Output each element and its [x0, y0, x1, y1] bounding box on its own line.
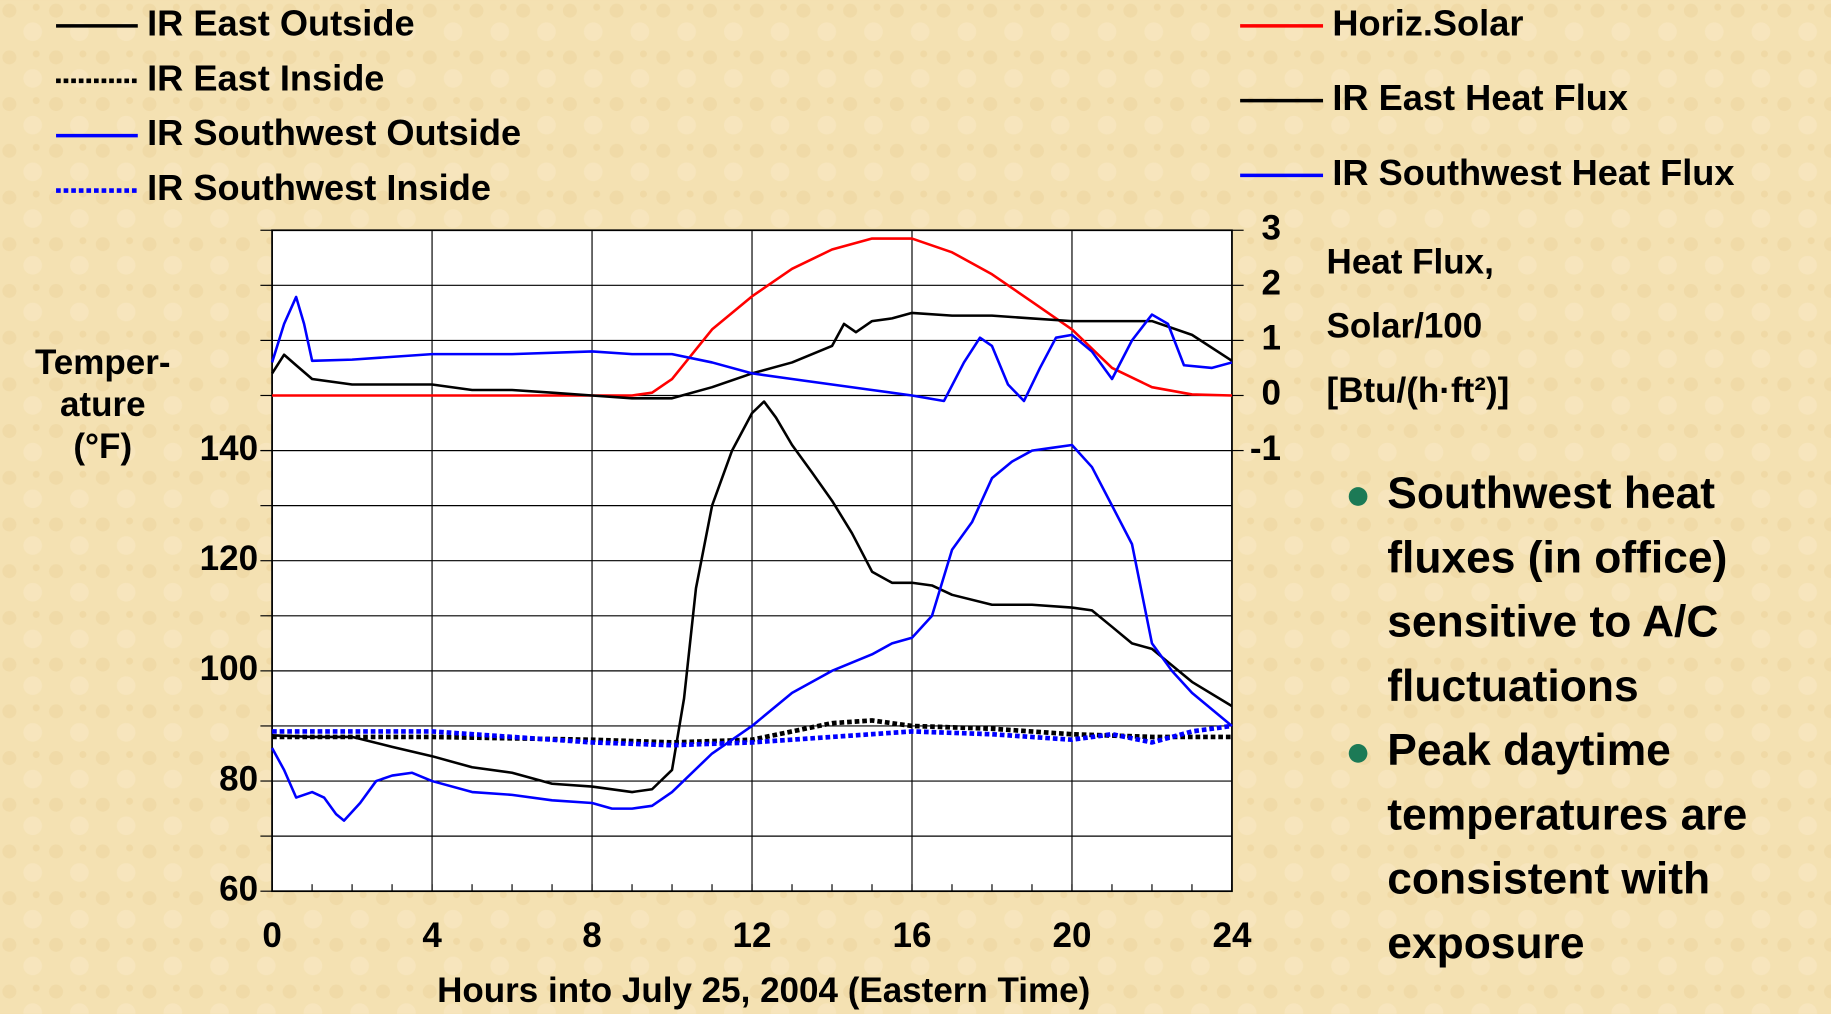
series-line: [271, 311, 1233, 400]
bullet-text: consistent with: [1387, 855, 1710, 904]
y-axis-label: (°F): [73, 427, 132, 466]
series-line: [272, 237, 1232, 397]
bullet-text: Southwest heat: [1387, 469, 1715, 518]
y-tick-label: 120: [200, 539, 258, 578]
series-line: [272, 718, 1232, 745]
x-axis-label: Hours into July 25, 2004 (Eastern Time): [437, 971, 1090, 1010]
x-tick-label: 24: [1212, 916, 1251, 955]
series-line: [272, 400, 1233, 794]
bullet-dot: [1348, 487, 1368, 506]
bullet-text: temperatures are: [1387, 790, 1747, 839]
series-line: [272, 723, 1233, 748]
y2-axis-label: Solar/100: [1327, 307, 1483, 346]
y-axis-label: Temper-: [35, 343, 171, 382]
y2-axis-label: [Btu/(h·ft²)]: [1327, 371, 1510, 410]
legend-label: Horiz.Solar: [1332, 2, 1523, 43]
x-tick-label: 16: [893, 916, 932, 955]
legend-label: IR East Inside: [147, 57, 384, 98]
y-tick-label: 100: [200, 649, 258, 688]
bullet-text: Peak daytime: [1387, 726, 1671, 775]
legend-label: IR East Heat Flux: [1332, 77, 1628, 118]
x-tick-label: 8: [582, 916, 601, 955]
y-tick-label: 140: [200, 429, 258, 468]
legend-label: IR Southwest Inside: [147, 167, 491, 208]
x-tick-label: 0: [262, 916, 281, 955]
bullet-text: fluctuations: [1387, 662, 1638, 711]
bullet-text: exposure: [1387, 919, 1584, 968]
plot-frame: [271, 229, 1233, 893]
bullet-text: sensitive to A/C: [1387, 598, 1718, 647]
bullet-text: fluxes (in office): [1387, 533, 1727, 582]
y2-tick-label: 2: [1262, 264, 1281, 303]
x-tick-label: 20: [1052, 916, 1091, 955]
y2-tick-label: -1: [1250, 429, 1281, 468]
legend-label: IR East Outside: [147, 2, 414, 43]
y-axis-label: ature: [60, 385, 146, 424]
y2-tick-label: 0: [1262, 374, 1281, 413]
y2-tick-label: 3: [1262, 208, 1281, 247]
y2-tick-label: 1: [1262, 319, 1281, 358]
y-tick-label: 60: [219, 869, 258, 908]
series-line: [270, 443, 1233, 822]
legend-label: IR Southwest Heat Flux: [1332, 152, 1734, 193]
bullet-dot: [1348, 744, 1368, 763]
x-tick-label: 12: [733, 916, 772, 955]
x-tick-label: 4: [422, 916, 442, 955]
y2-axis-label: Heat Flux,: [1327, 242, 1494, 281]
series-line: [270, 295, 1233, 403]
y-tick-label: 80: [219, 759, 258, 798]
legend-label: IR Southwest Outside: [147, 112, 521, 153]
